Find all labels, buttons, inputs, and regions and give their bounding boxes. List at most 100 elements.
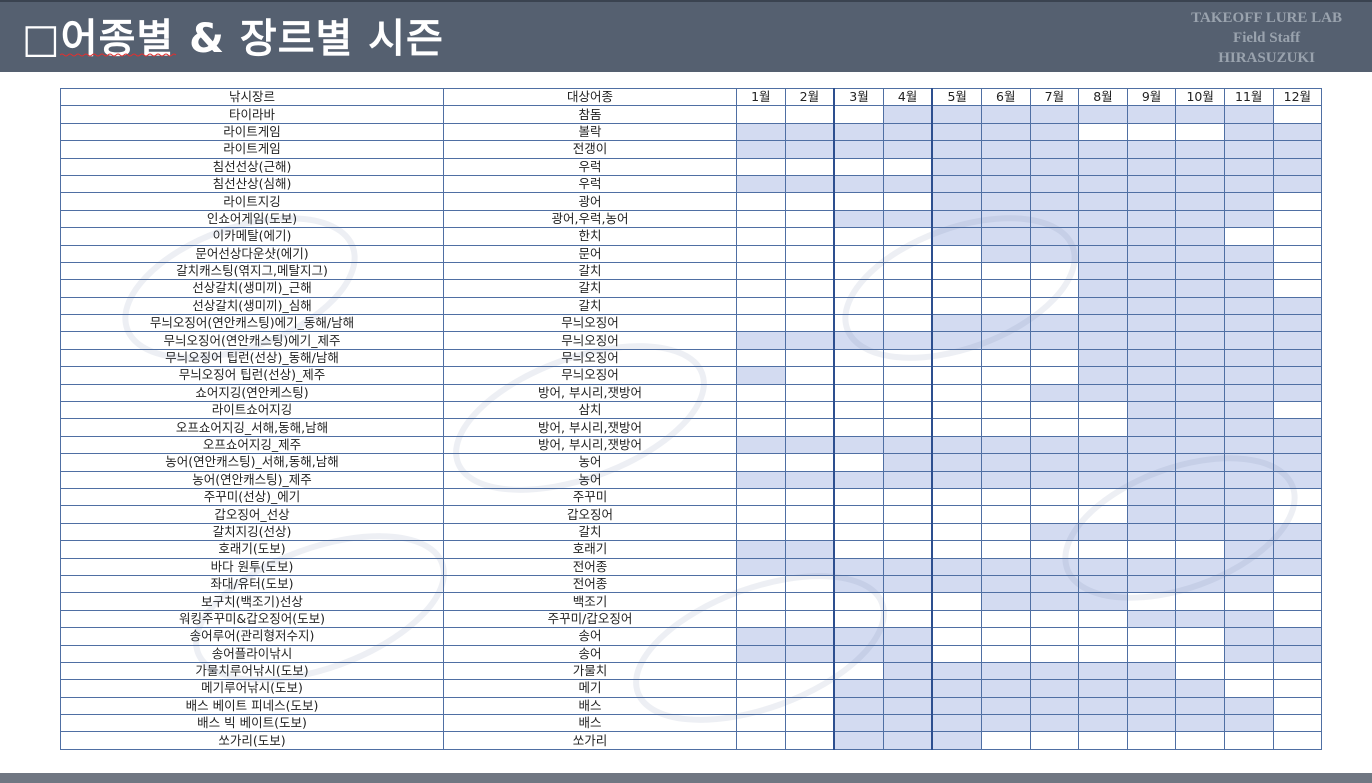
- season-cell-active: [1126, 209, 1177, 229]
- genre-cell: 송어루어(관리형저수지): [60, 627, 444, 646]
- season-cell-inactive: [882, 314, 933, 333]
- season-cell-inactive: [784, 227, 835, 246]
- season-cell-inactive: [1078, 731, 1128, 750]
- season-cell-active: [1078, 366, 1128, 385]
- species-cell: 갈치: [443, 296, 737, 316]
- table-row: 갑오징어_선상 갑오징어: [60, 505, 1323, 524]
- season-cell-active: [980, 140, 1031, 159]
- season-table: 낚시장르 대상어종 1월 2월 3월 4월 5월 6월 7월 8월 9월 10월 11월 12월 타이…: [60, 87, 1323, 750]
- season-cell-active: [931, 140, 982, 159]
- season-cell-active: [1223, 487, 1274, 507]
- season-cell-inactive: [833, 609, 884, 629]
- season-cell-active: [1126, 453, 1177, 472]
- season-cell-active: [1272, 627, 1323, 646]
- genre-cell: 워킹주꾸미&갑오징어(도보): [60, 609, 444, 629]
- table-row: 쇼어지깅(연안케스팅) 방어, 부시리,잿방어: [60, 383, 1323, 403]
- season-cell-active: [1126, 557, 1177, 576]
- season-cell-active: [882, 209, 933, 229]
- season-cell-active: [833, 731, 884, 750]
- season-cell-inactive: [980, 261, 1031, 281]
- season-cell-inactive: [833, 348, 884, 368]
- genre-cell: 무늬오징어 팁런(선상)_제주: [60, 366, 444, 385]
- genre-cell: 메기루어낚시(도보): [60, 679, 444, 698]
- season-cell-active: [1078, 453, 1128, 472]
- table-row: 갈치지깅(선상) 갈치: [60, 522, 1323, 542]
- table-body: 타이라바 참돔 라이트게임 볼락 라이트게임 전갱이 침선선상(근해) 우럭 침선산상(심해) 우…: [60, 105, 1323, 750]
- genre-cell: 이카메탈(에기): [60, 227, 444, 246]
- season-cell-inactive: [1078, 122, 1128, 142]
- season-cell-active: [1126, 366, 1177, 385]
- table-row: 주꾸미(선상)_에기 주꾸미: [60, 487, 1323, 507]
- table-row: 바다 원투(도보) 전어종: [60, 557, 1323, 576]
- season-cell-active: [1029, 157, 1080, 176]
- season-cell-inactive: [1126, 592, 1177, 611]
- season-cell-active: [980, 574, 1031, 594]
- season-cell-inactive: [1175, 592, 1225, 611]
- season-cell-active: [1272, 157, 1323, 176]
- season-cell-inactive: [736, 487, 786, 507]
- species-cell: 농어: [443, 470, 737, 489]
- season-cell-active: [833, 679, 884, 698]
- season-cell-active: [1029, 470, 1080, 489]
- season-cell-inactive: [882, 261, 933, 281]
- season-cell-active: [931, 227, 982, 246]
- season-cell-inactive: [1223, 679, 1274, 698]
- season-cell-inactive: [931, 383, 982, 403]
- season-cell-active: [736, 366, 786, 385]
- genre-cell: 문어선상다운샷(에기): [60, 244, 444, 263]
- season-cell-active: [1126, 418, 1177, 437]
- season-cell-active: [784, 557, 835, 576]
- season-cell-inactive: [736, 714, 786, 733]
- season-cell-inactive: [980, 366, 1031, 385]
- season-cell-active: [1126, 574, 1177, 594]
- season-cell-active: [1126, 679, 1177, 698]
- genre-cell: 배스 베이트 피네스(도보): [60, 696, 444, 716]
- season-cell-active: [980, 192, 1031, 211]
- season-cell-active: [980, 244, 1031, 263]
- season-cell-active: [1223, 574, 1274, 594]
- season-cell-inactive: [736, 574, 786, 594]
- season-cell-active: [1175, 505, 1225, 524]
- table-row: 무늬오징어(연안캐스팅)에기_동해/남해 무늬오징어: [60, 314, 1323, 333]
- season-cell-active: [1223, 122, 1274, 142]
- table-row: 송어루어(관리형저수지) 송어: [60, 627, 1323, 646]
- season-cell-active: [1272, 331, 1323, 350]
- season-cell-active: [1175, 296, 1225, 316]
- season-cell-active: [1175, 105, 1225, 124]
- season-cell-inactive: [882, 227, 933, 246]
- season-cell-inactive: [736, 609, 786, 629]
- season-cell-active: [980, 105, 1031, 124]
- season-cell-inactive: [1272, 227, 1323, 246]
- species-cell: 갈치: [443, 279, 737, 298]
- season-cell-active: [882, 714, 933, 733]
- season-cell-inactive: [882, 487, 933, 507]
- season-cell-active: [1175, 435, 1225, 455]
- season-cell-inactive: [736, 731, 786, 750]
- season-cell-active: [736, 470, 786, 489]
- season-cell-active: [1029, 140, 1080, 159]
- season-cell-active: [1175, 192, 1225, 211]
- season-cell-active: [1126, 157, 1177, 176]
- species-cell: 갑오징어: [443, 505, 737, 524]
- header-month: 5월: [931, 87, 982, 107]
- species-cell: 가물치: [443, 661, 737, 681]
- species-cell: 전어종: [443, 557, 737, 576]
- season-cell-inactive: [1175, 661, 1225, 681]
- season-cell-inactive: [784, 105, 835, 124]
- season-cell-active: [736, 140, 786, 159]
- season-cell-inactive: [882, 157, 933, 176]
- season-cell-active: [882, 574, 933, 594]
- species-cell: 볼락: [443, 122, 737, 142]
- genre-cell: 농어(연안캐스팅)_서해,동해,남해: [60, 453, 444, 472]
- season-cell-active: [931, 174, 982, 194]
- season-cell-inactive: [1223, 731, 1274, 750]
- season-cell-active: [833, 174, 884, 194]
- season-cell-active: [736, 557, 786, 576]
- season-cell-inactive: [1175, 540, 1225, 559]
- season-cell-inactive: [1078, 609, 1128, 629]
- season-cell-inactive: [784, 348, 835, 368]
- season-cell-inactive: [736, 348, 786, 368]
- season-cell-active: [980, 209, 1031, 229]
- header-month: 10월: [1175, 87, 1225, 107]
- season-cell-active: [1175, 453, 1225, 472]
